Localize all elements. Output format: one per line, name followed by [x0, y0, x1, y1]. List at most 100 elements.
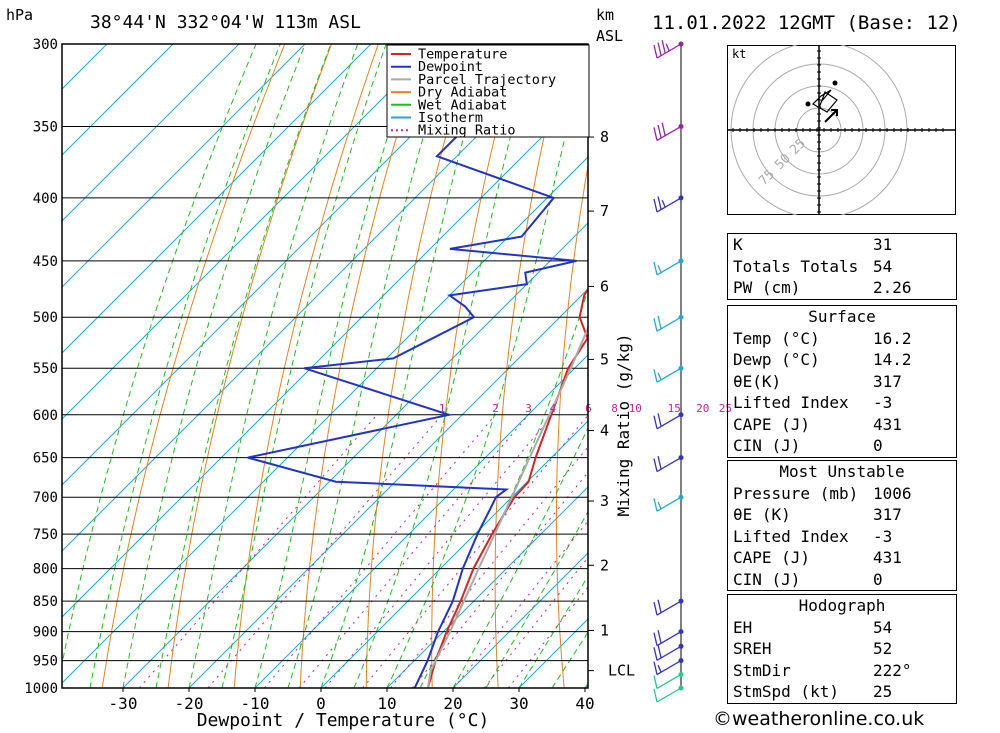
- pressure-tick-label: 850: [33, 594, 58, 610]
- surface-index-label: Temp (°C): [733, 328, 820, 348]
- general-index-row: Totals Totals 54: [728, 256, 956, 278]
- general-index-value: 31: [873, 235, 893, 254]
- wind-barb-flag: [653, 647, 658, 661]
- x-tick-label: 20: [443, 694, 462, 713]
- surface-index-label: Dewp (°C): [733, 350, 820, 369]
- general-index-value: 2.26: [873, 278, 912, 297]
- mixing-ratio-label: 20: [696, 402, 709, 415]
- hodograph-index-row: EH 54: [728, 617, 956, 639]
- pressure-tick-label: 400: [33, 191, 58, 207]
- wind-barb-flag: [653, 369, 658, 383]
- wind-barb-flag: [657, 644, 662, 659]
- most-unstable-title: Most Unstable: [779, 462, 905, 481]
- wind-barb-staff: [656, 600, 682, 616]
- credit-text: ©weatheronline.co.uk: [713, 708, 925, 730]
- isotherm-line: [122, 222, 588, 688]
- series-line-dewpoint: [247, 126, 588, 688]
- surface-index-row: θE(K) 317: [728, 371, 956, 393]
- surface-index-row: Lifted Index -3: [728, 392, 956, 414]
- x-tick-label: 0: [316, 694, 326, 713]
- most-unstable-index-row: CAPE (J) 431: [728, 547, 956, 569]
- km-label: km: [596, 6, 615, 24]
- most-unstable-index-label: Lifted Index: [733, 526, 849, 546]
- mixing-ratio-label: 3: [525, 402, 532, 415]
- wind-barb-staff: [656, 660, 682, 676]
- wind-barb-flag: [657, 42, 662, 56]
- km-tick-label: 7: [600, 202, 609, 220]
- wind-barb-flag: [657, 630, 662, 644]
- pressure-tick-label: 900: [33, 625, 58, 641]
- wind-barb-staff: [656, 260, 682, 276]
- wet-adiabat-line: [155, 44, 332, 688]
- wet-adiabat-line: [287, 44, 452, 688]
- pressure-tick-label: 750: [33, 527, 58, 543]
- legend-label: Temperature: [418, 47, 507, 63]
- km-tick-label: 3: [600, 492, 609, 510]
- surface-index-row: Dewp (°C) 14.2: [728, 349, 956, 371]
- wind-barb-flag: [653, 127, 658, 141]
- wind-barb-flag: [653, 318, 658, 332]
- pressure-tick-label: 700: [33, 490, 58, 506]
- wet-adiabat-line: [254, 44, 418, 688]
- most-unstable-index-label: Pressure (mb): [733, 483, 859, 503]
- pressure-tick-label: 500: [33, 310, 58, 326]
- general-index-label: Totals Totals: [733, 256, 859, 276]
- wind-barb-staff: [656, 673, 682, 690]
- hodograph-index-row: SREH 52: [728, 638, 956, 660]
- lcl-label: LCL: [608, 662, 635, 680]
- wind-barb-flag: [661, 199, 666, 208]
- hodograph-indices-box: Hodograph EH 54 SREH 52 StmDir 222° StmSpd (kt…: [727, 594, 957, 704]
- hodograph-index-label: EH: [733, 617, 753, 637]
- surface-index-label: CAPE (J): [733, 414, 811, 434]
- surface-index-label: CIN (J): [733, 436, 801, 455]
- mixing-ratio-line: [483, 556, 588, 688]
- pressure-tick-label: 450: [33, 254, 58, 270]
- km-tick-label: 6: [600, 277, 609, 295]
- legend-label: Dry Adiabat: [418, 85, 507, 101]
- dry-adiabat-line: [673, 44, 705, 688]
- wet-adiabat-line: [122, 44, 306, 688]
- surface-title: Surface: [808, 307, 876, 326]
- pressure-tick-label: 1000: [24, 681, 58, 697]
- most-unstable-index-value: 431: [873, 548, 902, 567]
- surface-index-value: 14.2: [873, 350, 912, 369]
- mixing-ratio-label: 15: [668, 402, 681, 415]
- wind-barb-flag: [653, 415, 658, 429]
- legend-box: [386, 44, 590, 138]
- mixing-ratio-line: [264, 414, 496, 688]
- wind-barb: [653, 122, 684, 142]
- wind-barb-flag: [653, 261, 658, 276]
- wind-barb: [653, 671, 684, 690]
- wind-barb-flag: [653, 44, 658, 59]
- wind-barb-staff: [656, 645, 682, 661]
- legend-label: Dewpoint: [418, 59, 483, 75]
- mixing-ratio-line: [324, 414, 554, 688]
- most-unstable-index-row: CIN (J) 0: [728, 569, 956, 591]
- most-unstable-index-row: Pressure (mb) 1006: [728, 483, 956, 505]
- mixing-ratio-label: 4: [550, 402, 557, 415]
- hodograph-unit: kt: [732, 47, 746, 61]
- x-tick-label: -30: [109, 694, 138, 713]
- wind-barb: [653, 685, 684, 703]
- wind-barb-flag: [653, 458, 658, 472]
- legend-label: Wet Adiabat: [418, 97, 507, 113]
- pressure-tick-label: 550: [33, 361, 58, 377]
- surface-index-label: Lifted Index: [733, 393, 849, 412]
- hodograph-storm-arrow: [824, 109, 838, 123]
- hodograph-index-value: 222°: [873, 660, 912, 680]
- wind-barb-flag: [653, 661, 658, 675]
- wind-barb-flag: [657, 599, 662, 613]
- pressure-tick-label: 800: [33, 562, 58, 578]
- isotherm-line: [62, 44, 372, 354]
- most-unstable-index-value: -3: [873, 526, 893, 546]
- wind-barb: [653, 629, 684, 647]
- wind-barb-flag: [657, 124, 662, 139]
- isotherm-line: [62, 44, 570, 552]
- general-index-row: PW (cm) 2.26: [728, 277, 956, 299]
- mixing-ratio-line: [362, 414, 588, 688]
- x-axis-label: Dewpoint / Temperature (°C): [197, 710, 490, 731]
- most-unstable-index-row: θE (K) 317: [728, 504, 956, 526]
- most-unstable-index-value: 1006: [873, 483, 912, 503]
- wind-barb-staff: [656, 125, 682, 142]
